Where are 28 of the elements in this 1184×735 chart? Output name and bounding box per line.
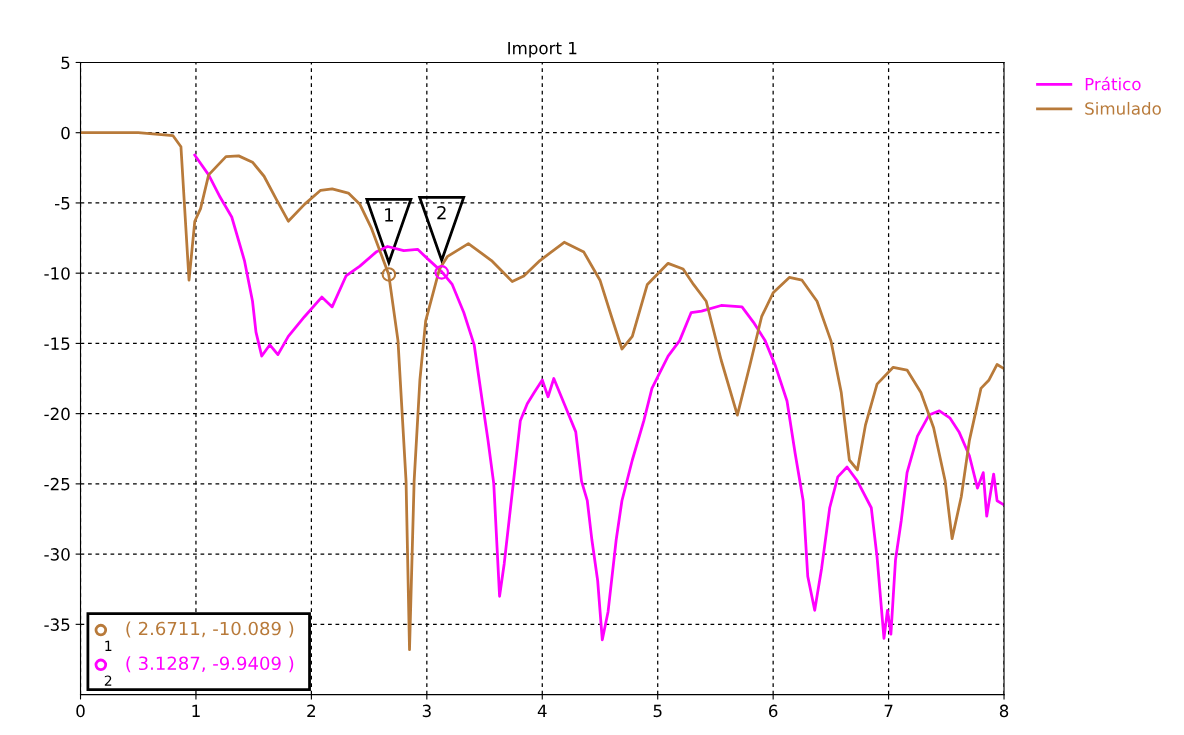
legend-label: Simulado [1085, 101, 1161, 115]
annotation: 2 [437, 205, 446, 220]
y-tick-label: -35 [44, 618, 70, 631]
x-tick-label: 8 [999, 704, 1009, 718]
annotation: 1 [385, 208, 393, 222]
legend-label: Prático [1085, 76, 1141, 91]
y-tick-label: -10 [44, 267, 70, 280]
x-tick-label: 4 [537, 704, 547, 717]
text: 1 [105, 640, 112, 651]
x-tick-label: 1 [192, 704, 200, 717]
x-tick-label: 2 [307, 704, 316, 717]
y-tick-label: 5 [61, 56, 70, 70]
text: 2 [104, 675, 112, 686]
annotation: ( 3.1287, -9.9409 ) [126, 656, 294, 673]
x-tick-label: 6 [769, 704, 778, 718]
x-tick-label: 7 [884, 704, 893, 717]
line-series [80, 131, 1005, 652]
x-tick-label: 0 [76, 704, 85, 718]
annotation: ( 2.6711, -10.089 ) [126, 621, 294, 638]
y-tick-label: 0 [61, 126, 70, 140]
chart-title: Import 1 [508, 41, 577, 58]
y-tick-label: -25 [44, 477, 70, 491]
y-tick-label: -15 [44, 337, 70, 350]
y-tick-label: -30 [44, 548, 70, 561]
x-tick-label: 5 [653, 704, 662, 718]
y-tick-label: -5 [54, 197, 70, 210]
y-tick-label: -20 [44, 407, 70, 421]
x-tick-label: 3 [422, 704, 431, 718]
